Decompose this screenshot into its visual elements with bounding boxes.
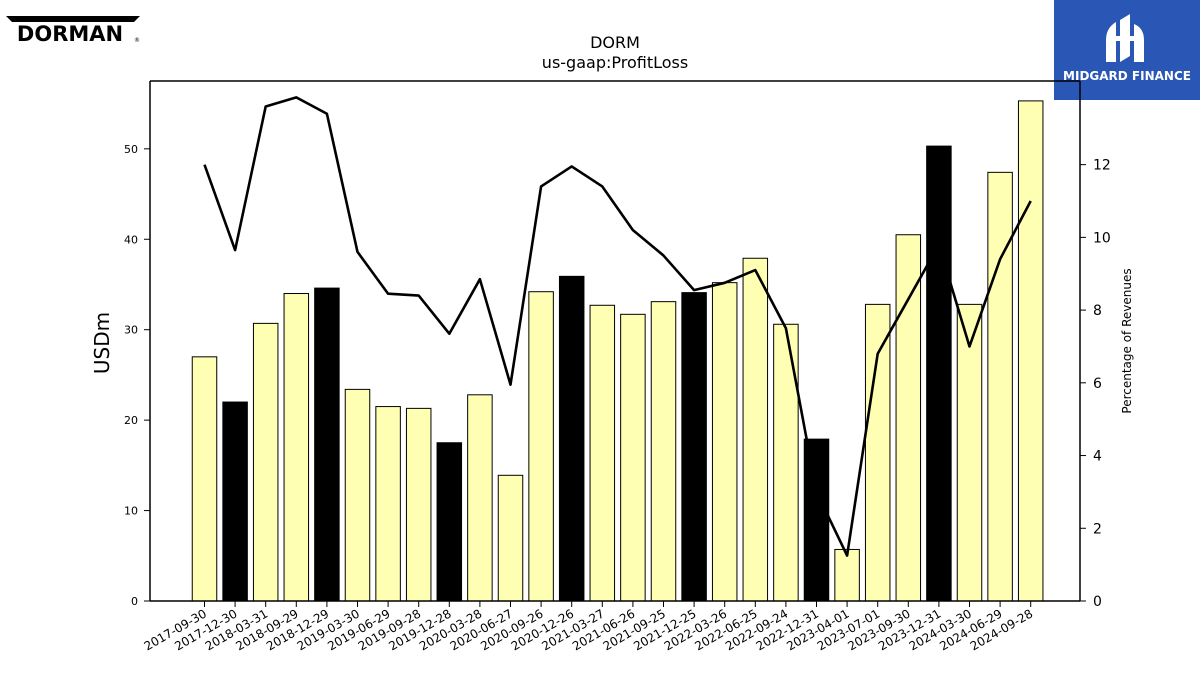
bar-2020-03-28 <box>467 394 493 602</box>
bar-2024-03-30 <box>956 303 983 602</box>
bar-2022-09-24 <box>773 323 799 602</box>
bar-2024-06-29 <box>987 171 1013 602</box>
bar-2020-06-27 <box>497 474 524 602</box>
y2-tick-label: 10 <box>1093 230 1111 246</box>
dorman-logo-text: DORMAN <box>17 22 123 44</box>
y-tick-label: 40 <box>124 233 138 246</box>
registered-mark: ® <box>134 37 140 44</box>
bar-2019-12-28 <box>436 442 463 602</box>
bar-2021-09-25 <box>650 301 677 602</box>
bar-2022-06-25 <box>742 257 769 602</box>
bar-2019-09-28 <box>405 407 432 602</box>
y2-tick-label: 6 <box>1093 376 1102 392</box>
bar-2024-09-28 <box>1017 100 1044 602</box>
bar-2022-12-31 <box>803 438 830 602</box>
bar-2020-09-26 <box>528 291 554 602</box>
publisher-logo-text: MIDGARD FINANCE <box>1063 69 1191 83</box>
bar-2020-12-26 <box>558 275 585 602</box>
bar-2018-12-29 <box>314 287 340 602</box>
bar-2023-12-31 <box>926 145 952 602</box>
bar-2018-09-29 <box>283 293 310 602</box>
bar-2023-07-01 <box>864 303 891 602</box>
bar-2021-06-26 <box>620 313 646 602</box>
y2-tick-label: 0 <box>1093 594 1102 610</box>
percentage-line <box>203 96 1032 557</box>
y-tick-label: 10 <box>124 505 138 518</box>
y-tick-label: 30 <box>124 324 138 337</box>
bar-2023-09-30 <box>895 234 922 602</box>
midgard-finance-logo: MIDGARD FINANCE <box>1054 0 1200 100</box>
bar-2021-12-25 <box>681 292 707 602</box>
bar-2017-09-30 <box>191 356 218 602</box>
midgard-mark-icon <box>1106 14 1144 62</box>
y-tick-label: 50 <box>124 143 138 156</box>
dorman-logo: DORMAN ® <box>6 16 140 44</box>
y2-tick-label: 4 <box>1093 449 1102 465</box>
y2-tick-label: 12 <box>1093 158 1111 174</box>
y2-axis-label: Percentage of Revenues <box>1120 268 1134 413</box>
chart-title: DORM <box>590 33 640 52</box>
bar-2017-12-30 <box>222 401 248 602</box>
bar-2018-03-31 <box>252 322 279 602</box>
y-tick-label: 20 <box>124 414 138 427</box>
bar-2019-06-29 <box>375 406 401 602</box>
bar-2021-03-27 <box>589 304 616 602</box>
y-tick-label: 0 <box>131 595 138 608</box>
y2-tick-label: 2 <box>1093 521 1102 537</box>
y-axis-label: USDm <box>90 312 114 374</box>
y2-tick-label: 8 <box>1093 303 1102 319</box>
chart-subtitle: us-gaap:ProfitLoss <box>541 53 689 72</box>
bar-2022-03-26 <box>711 282 738 602</box>
bar-2019-03-30 <box>344 388 371 602</box>
bar-2023-04-01 <box>834 548 860 602</box>
